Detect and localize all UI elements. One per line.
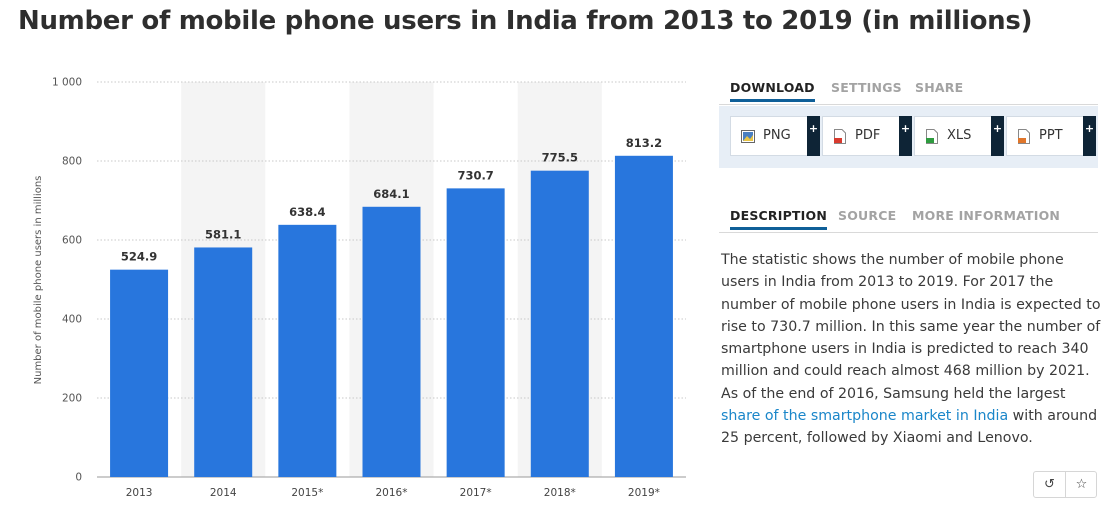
download-panel: PNG + PDF + XLS + PPT +: [719, 106, 1098, 168]
xls-label: XLS: [947, 128, 972, 143]
xls-plus-icon[interactable]: +: [991, 116, 1004, 156]
bar-value-label: 775.5: [542, 151, 578, 165]
bar[interactable]: [278, 224, 337, 477]
download-tabs: DOWNLOAD SETTINGS SHARE: [719, 78, 1098, 105]
y-tick-label: 600: [62, 235, 82, 247]
info-tabs: DESCRIPTION SOURCE MORE INFORMATION: [719, 206, 1098, 233]
description-part-1: The statistic shows the number of mobile…: [721, 252, 1101, 402]
pdf-file-icon: [834, 129, 846, 144]
y-tick-label: 1 000: [52, 77, 82, 89]
market-share-link[interactable]: share of the smartphone market in India: [721, 408, 1009, 425]
bar-value-label: 638.4: [289, 205, 325, 219]
download-xls-button[interactable]: XLS +: [914, 116, 1004, 156]
bar-value-label: 524.9: [121, 250, 157, 264]
x-axis-ticks: 2013 2014 2015* 2016* 2017* 2018* 2019*: [126, 487, 660, 499]
bar-value-label: 581.1: [205, 227, 241, 241]
y-tick-label: 200: [62, 393, 82, 405]
tab-download[interactable]: DOWNLOAD: [730, 80, 815, 102]
history-icon[interactable]: ↺: [1044, 477, 1055, 492]
pdf-label: PDF: [855, 128, 881, 143]
download-pdf-button[interactable]: PDF +: [822, 116, 912, 156]
bar-value-label: 684.1: [373, 187, 409, 201]
png-file-icon: [741, 130, 755, 143]
x-tick-label: 2017*: [460, 487, 492, 499]
download-png-button[interactable]: PNG +: [730, 116, 820, 156]
tab-more-information[interactable]: MORE INFORMATION: [912, 208, 1061, 223]
ppt-plus-icon[interactable]: +: [1083, 116, 1096, 156]
png-plus-icon[interactable]: +: [807, 116, 820, 156]
x-tick-label: 2015*: [291, 487, 323, 499]
y-axis-ticks: 0 200 400 600 800 1 000: [52, 77, 82, 484]
tab-description[interactable]: DESCRIPTION: [730, 208, 827, 230]
description-part-2: with around 25 percent, followed by Xiao…: [721, 408, 1098, 447]
tab-settings[interactable]: SETTINGS: [831, 80, 902, 95]
bar[interactable]: [110, 269, 169, 477]
y-tick-label: 400: [62, 314, 82, 326]
tab-share[interactable]: SHARE: [915, 80, 964, 95]
download-ppt-button[interactable]: PPT +: [1006, 116, 1096, 156]
bar-value-label: 730.7: [457, 168, 493, 182]
chart-toolbar: ↺ ☆: [1033, 471, 1097, 498]
bar[interactable]: [614, 155, 673, 477]
x-tick-label: 2013: [126, 487, 153, 499]
x-tick-label: 2018*: [544, 487, 576, 499]
ppt-label: PPT: [1039, 128, 1063, 143]
pdf-plus-icon[interactable]: +: [899, 116, 912, 156]
page-title: Number of mobile phone users in India fr…: [18, 6, 1033, 36]
bar[interactable]: [530, 170, 589, 478]
y-tick-label: 0: [75, 472, 82, 484]
bar-value-label: 813.2: [626, 136, 662, 150]
bar-value-labels: 524.9 581.1 638.4 684.1 730.7 775.5 813.2: [121, 136, 662, 264]
xls-file-icon: [926, 129, 938, 144]
y-tick-label: 800: [62, 156, 82, 168]
chart-bars: [110, 155, 673, 478]
x-tick-label: 2016*: [376, 487, 408, 499]
x-tick-label: 2019*: [628, 487, 660, 499]
toolbar-divider: [1065, 472, 1066, 497]
y-axis-label: Number of mobile phone users in millions: [33, 176, 44, 385]
description-text: The statistic shows the number of mobile…: [721, 249, 1105, 450]
bar[interactable]: [362, 206, 421, 477]
star-icon[interactable]: ☆: [1075, 477, 1088, 492]
x-tick-label: 2014: [210, 487, 237, 499]
bar-chart: 0 200 400 600 800 1 000 524.9 581.1 638.4 684.1 7…: [33, 77, 686, 499]
bar[interactable]: [194, 247, 253, 477]
tab-source[interactable]: SOURCE: [838, 208, 897, 223]
bar[interactable]: [446, 188, 505, 477]
ppt-file-icon: [1018, 129, 1030, 144]
png-label: PNG: [763, 128, 791, 143]
